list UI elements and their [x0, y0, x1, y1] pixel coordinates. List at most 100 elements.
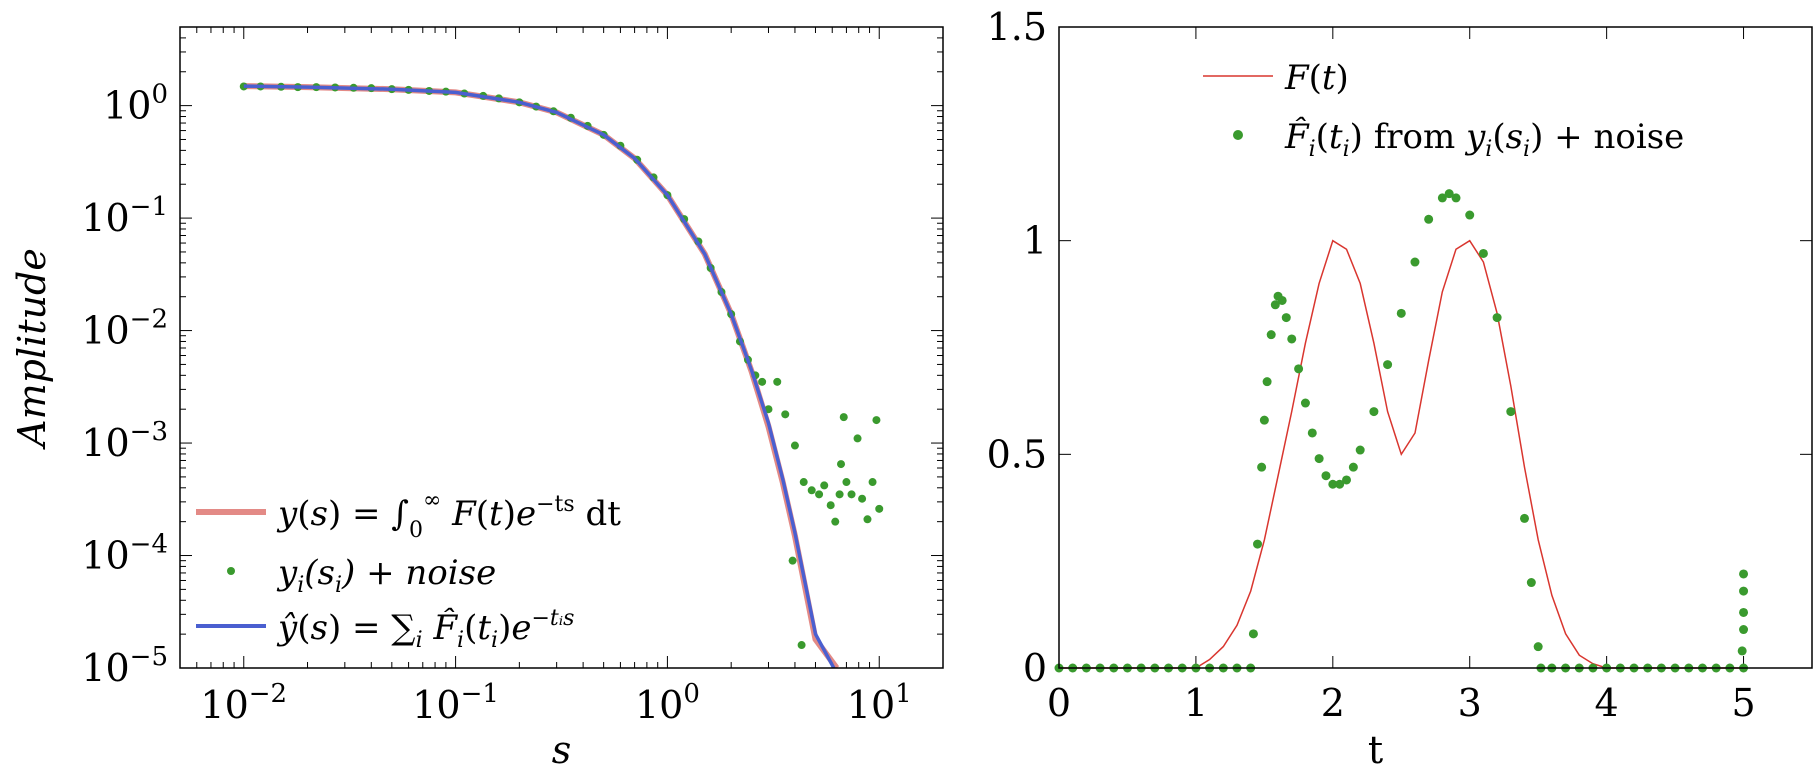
- data-point: [868, 478, 877, 487]
- data-point: [1737, 646, 1747, 656]
- series-line: [1059, 239, 1744, 669]
- data-point: [1277, 295, 1287, 305]
- y-tick-label: 10−5: [81, 642, 168, 690]
- x-axis-title: s: [552, 728, 572, 772]
- x-tick-label: 100: [635, 679, 700, 727]
- data-point: [1437, 193, 1447, 203]
- data-point: [853, 434, 862, 443]
- right-legend: F(t) F̂i(ti) from yi(si) + noise: [1203, 58, 1684, 162]
- data-point: [1262, 377, 1272, 387]
- y-tick-label: 0.5: [987, 432, 1047, 476]
- data-point: [1281, 313, 1291, 323]
- y-tick-label: 10−1: [81, 192, 168, 240]
- legend-label: F(t): [1284, 58, 1349, 98]
- data-point: [1383, 360, 1393, 370]
- data-point: [1300, 398, 1310, 408]
- data-point: [837, 460, 846, 469]
- data-point: [847, 490, 856, 499]
- left-plot-frame: [179, 26, 944, 669]
- data-point: [875, 504, 884, 513]
- data-point: [1410, 257, 1420, 267]
- x-tick-label: 101: [847, 679, 912, 727]
- data-point: [835, 490, 844, 499]
- data-point: [797, 641, 806, 650]
- data-point: [1396, 308, 1406, 318]
- x-tick-label: 1: [1184, 681, 1208, 725]
- data-point: [1328, 479, 1338, 489]
- data-point: [1253, 539, 1263, 549]
- x-tick-label: 10−2: [200, 679, 287, 727]
- data-point: [826, 501, 835, 510]
- x-tick-label: 4: [1595, 681, 1619, 725]
- y-tick-label: 10−2: [81, 305, 168, 353]
- data-point: [1424, 214, 1434, 224]
- data-point: [1739, 586, 1749, 596]
- data-point: [1526, 578, 1536, 588]
- data-point: [1248, 629, 1258, 639]
- data-point: [788, 556, 797, 565]
- data-point: [799, 478, 808, 487]
- data-point: [1321, 471, 1331, 481]
- data-point: [1257, 462, 1267, 472]
- data-point: [1739, 569, 1749, 579]
- y-tick-label: 1: [1023, 219, 1047, 263]
- data-point: [1444, 189, 1454, 199]
- y-tick-label: 1.5: [987, 5, 1047, 49]
- x-tick-label: 10−1: [412, 679, 499, 727]
- data-point: [1355, 445, 1365, 455]
- y-tick-label: 10−3: [81, 417, 168, 465]
- data-point: [790, 441, 799, 450]
- data-point: [1348, 462, 1358, 472]
- data-point: [839, 413, 848, 422]
- data-point: [1465, 210, 1475, 220]
- data-point: [807, 486, 816, 495]
- legend-label: y(s) = ∫0∞ F(t)e−ts dt: [276, 488, 621, 543]
- data-point: [1506, 407, 1516, 417]
- y-tick-label: 100: [103, 80, 168, 128]
- data-point: [1270, 300, 1280, 310]
- right-plot-frame: [1058, 26, 1813, 669]
- data-point: [1335, 479, 1345, 489]
- data-point: [1533, 642, 1543, 652]
- data-point: [1287, 334, 1297, 344]
- x-tick-label: 5: [1731, 681, 1755, 725]
- data-point: [1294, 364, 1304, 374]
- data-point: [1492, 313, 1502, 323]
- data-point: [758, 377, 767, 386]
- data-point: [858, 494, 867, 503]
- legend-swatch: [227, 567, 235, 575]
- legend-swatch: [1233, 130, 1243, 140]
- data-point: [1342, 475, 1352, 485]
- x-axis-title: t: [1368, 728, 1383, 772]
- data-point: [781, 410, 790, 419]
- legend-label: F̂i(ti) from yi(si) + noise: [1284, 116, 1684, 162]
- data-point: [1519, 513, 1529, 523]
- data-point: [773, 377, 782, 386]
- left-plot-area: [239, 82, 884, 668]
- y-tick-label: 10−4: [81, 530, 168, 578]
- data-point: [820, 481, 829, 490]
- data-point: [842, 478, 851, 487]
- series-line: [243, 84, 836, 668]
- left-legend: y(s) = ∫0∞ F(t)e−ts dt yi(si) + noise ŷ(s)…: [196, 488, 621, 653]
- data-point: [872, 416, 881, 425]
- data-point: [815, 490, 824, 499]
- data-point: [1739, 607, 1749, 617]
- right-plot-area: [1054, 189, 1749, 673]
- x-tick-label: 3: [1458, 681, 1482, 725]
- y-axis-title: Amplitude: [10, 248, 54, 450]
- x-tick-label: 0: [1047, 681, 1071, 725]
- data-point: [831, 517, 840, 526]
- left-chart-panel: 10−2 10−1 100 101 10−5 10−4 10−3 10−2 10−1 100 s Am…: [10, 26, 944, 772]
- data-point: [1314, 454, 1324, 464]
- right-chart-panel: 0 1 2 3 4 5 0 0.5 1 1.5 t F(t) F̂i(ti) from yi(si) +…: [987, 5, 1813, 772]
- data-point: [1307, 428, 1317, 438]
- legend-label: ŷ(s) = ∑i F̂i(ti)e−tᵢs: [276, 606, 574, 653]
- data-point: [863, 515, 872, 524]
- data-point: [1451, 193, 1461, 203]
- y-tick-label: 0: [1023, 646, 1047, 690]
- data-point: [1369, 407, 1379, 417]
- x-tick-label: 2: [1321, 681, 1345, 725]
- data-point: [1478, 248, 1488, 258]
